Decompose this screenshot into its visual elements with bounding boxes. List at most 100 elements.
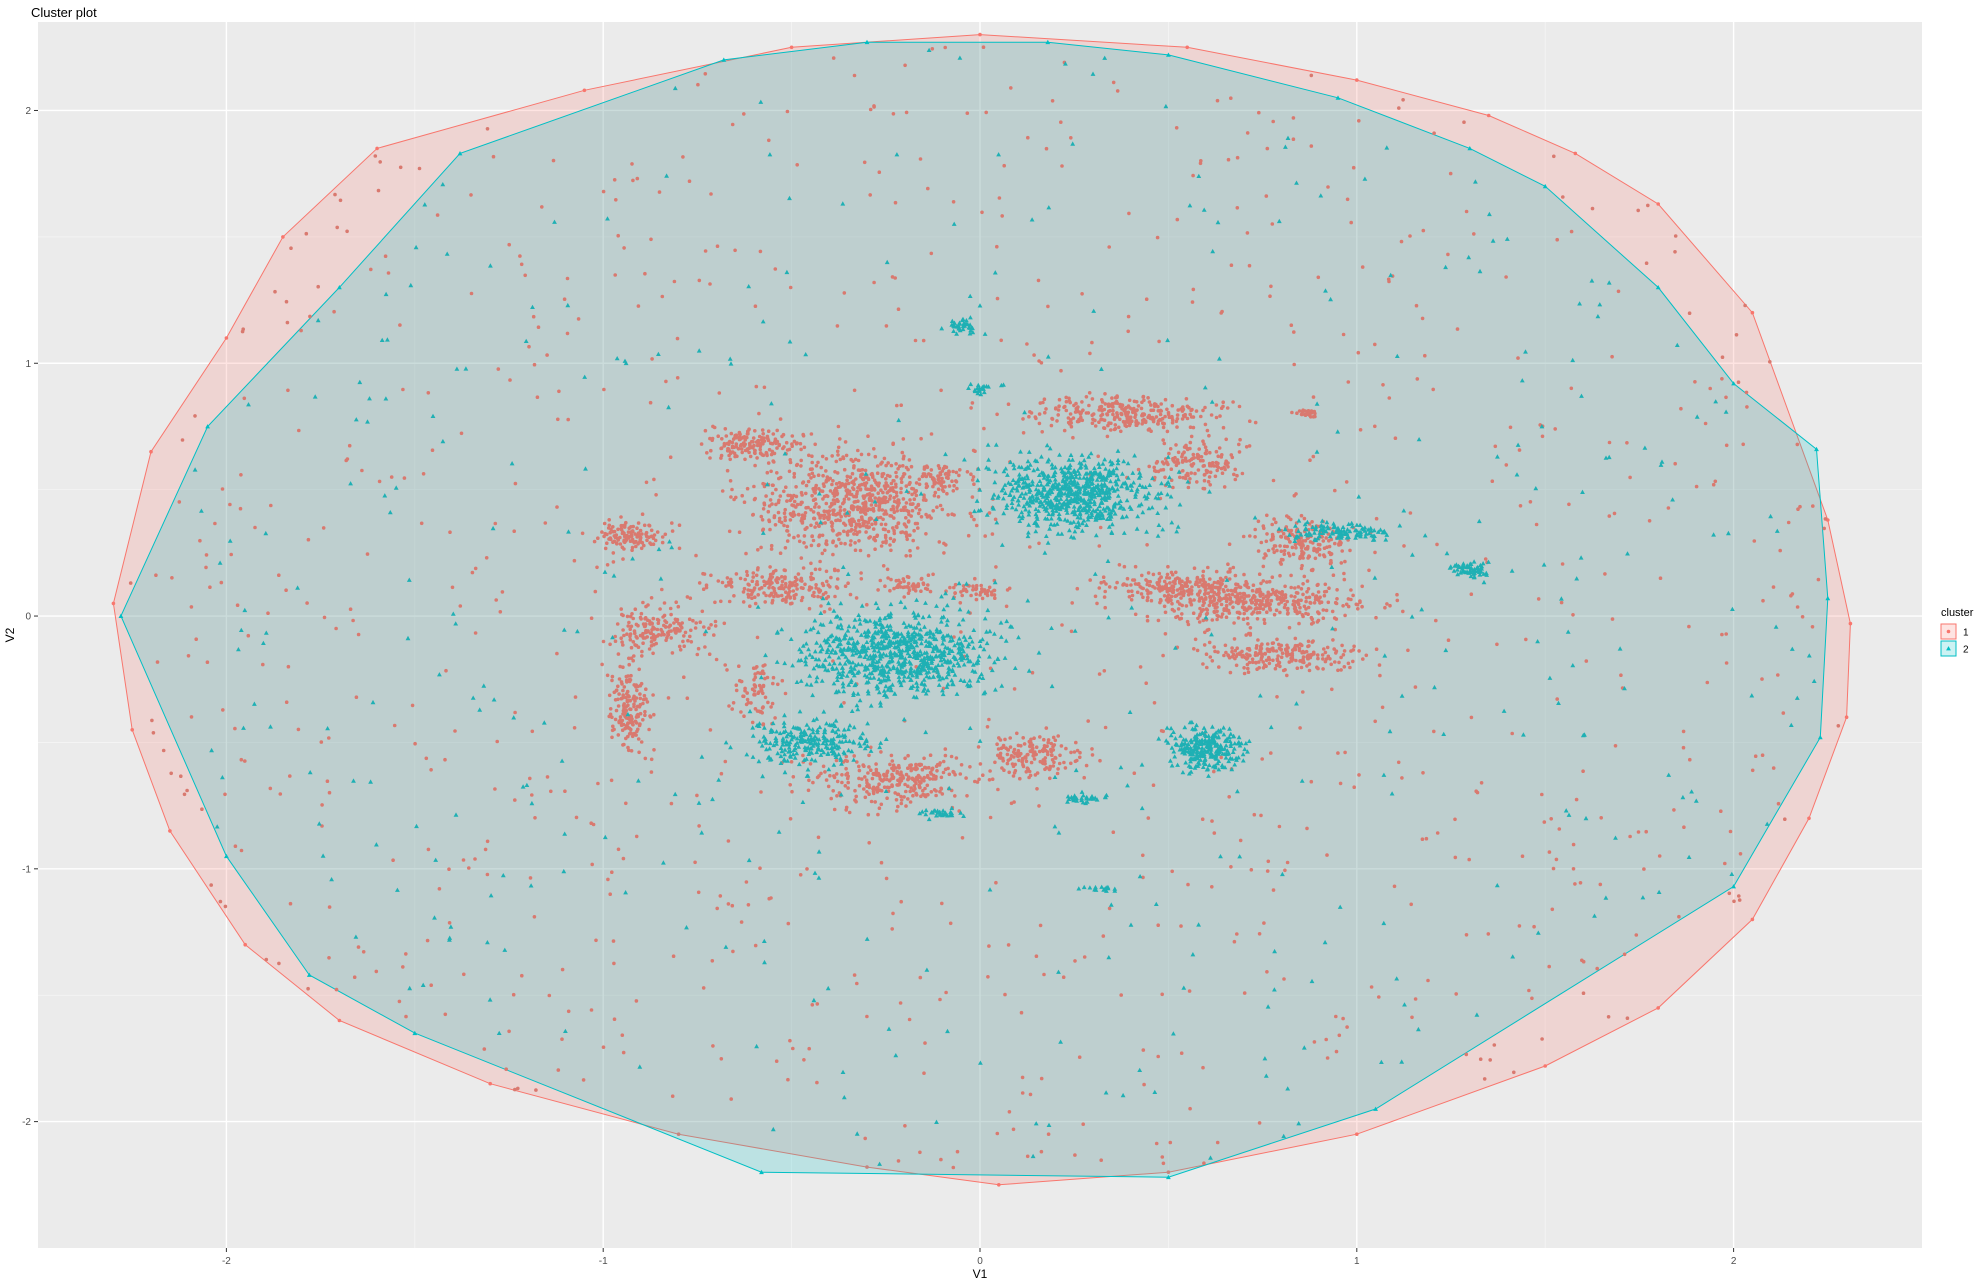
data-point xyxy=(865,602,869,607)
data-point xyxy=(1117,425,1121,430)
data-point xyxy=(792,596,797,601)
data-point xyxy=(284,700,289,704)
data-point xyxy=(1230,646,1234,650)
data-point xyxy=(774,502,778,507)
hull-point xyxy=(1844,715,1849,719)
data-point xyxy=(1147,464,1151,469)
data-point xyxy=(831,552,835,557)
data-point xyxy=(1128,421,1132,426)
data-point xyxy=(764,494,768,498)
data-point xyxy=(1021,417,1025,421)
data-point xyxy=(863,468,868,473)
data-point xyxy=(1229,263,1234,268)
data-point xyxy=(1018,776,1022,781)
data-point xyxy=(1077,419,1081,423)
data-point xyxy=(1201,569,1206,574)
data-point xyxy=(1201,439,1205,444)
data-point xyxy=(1399,239,1404,244)
data-point xyxy=(1724,661,1729,665)
data-point xyxy=(862,787,866,791)
data-point xyxy=(919,436,923,441)
data-point xyxy=(846,786,850,790)
data-point xyxy=(1724,395,1728,400)
data-point xyxy=(1331,573,1336,577)
data-point xyxy=(1294,658,1298,663)
data-point xyxy=(767,580,771,585)
data-point xyxy=(1811,504,1815,508)
hull-point xyxy=(789,45,794,50)
data-point xyxy=(1020,1075,1025,1080)
data-point xyxy=(901,437,906,441)
data-point xyxy=(473,566,478,571)
data-point xyxy=(628,714,633,718)
data-point xyxy=(720,437,724,441)
data-point xyxy=(361,950,366,954)
data-point xyxy=(264,957,269,962)
data-point xyxy=(1235,473,1239,478)
data-point xyxy=(1225,462,1229,467)
data-point xyxy=(756,593,760,597)
data-point xyxy=(1337,660,1341,665)
data-point xyxy=(890,783,894,787)
data-point xyxy=(673,617,678,622)
data-point xyxy=(205,660,210,664)
data-point xyxy=(730,444,735,449)
data-point xyxy=(1228,670,1233,675)
data-point xyxy=(821,473,825,478)
data-point xyxy=(864,778,869,782)
data-point xyxy=(1348,548,1352,553)
data-point xyxy=(1069,629,1074,634)
data-point xyxy=(942,551,946,555)
data-point xyxy=(908,789,912,794)
data-point xyxy=(783,581,788,586)
data-point xyxy=(545,353,549,357)
data-point xyxy=(701,986,706,990)
data-point xyxy=(398,165,403,170)
data-point xyxy=(1798,504,1802,509)
data-point xyxy=(1178,617,1182,621)
data-point xyxy=(861,523,865,528)
data-point xyxy=(741,600,746,604)
data-point xyxy=(1162,462,1166,466)
data-point xyxy=(1126,329,1130,334)
data-point xyxy=(1002,768,1006,772)
data-point xyxy=(1281,531,1286,536)
data-point xyxy=(1115,413,1120,417)
data-point xyxy=(1180,579,1184,583)
data-point xyxy=(729,431,734,436)
data-point xyxy=(1219,755,1223,760)
data-point xyxy=(1257,932,1262,936)
data-point xyxy=(1776,673,1780,677)
data-point xyxy=(759,514,764,519)
data-point xyxy=(1705,680,1710,685)
data-point xyxy=(186,654,191,658)
data-point xyxy=(953,772,957,777)
data-point xyxy=(737,432,742,436)
data-point xyxy=(1272,544,1277,548)
data-point xyxy=(1136,404,1141,408)
data-point xyxy=(1214,449,1219,454)
data-point xyxy=(619,515,623,519)
data-point xyxy=(1688,757,1692,762)
data-point xyxy=(884,463,888,468)
data-point xyxy=(1636,208,1640,213)
data-point xyxy=(872,488,877,492)
data-point xyxy=(1369,985,1374,989)
data-point xyxy=(1322,546,1327,550)
data-point xyxy=(1119,429,1123,434)
data-point xyxy=(1229,96,1233,100)
data-point xyxy=(926,583,930,587)
data-point xyxy=(631,178,635,183)
data-point xyxy=(613,634,617,639)
data-point xyxy=(767,138,771,143)
data-point xyxy=(794,592,798,597)
data-point xyxy=(268,786,273,791)
data-point xyxy=(848,592,853,597)
data-point xyxy=(900,530,905,534)
data-point xyxy=(325,779,330,783)
data-point xyxy=(732,451,737,456)
major-gridlines xyxy=(38,22,1922,1248)
data-point xyxy=(410,703,415,708)
data-point xyxy=(751,571,756,575)
data-point xyxy=(1046,752,1050,757)
